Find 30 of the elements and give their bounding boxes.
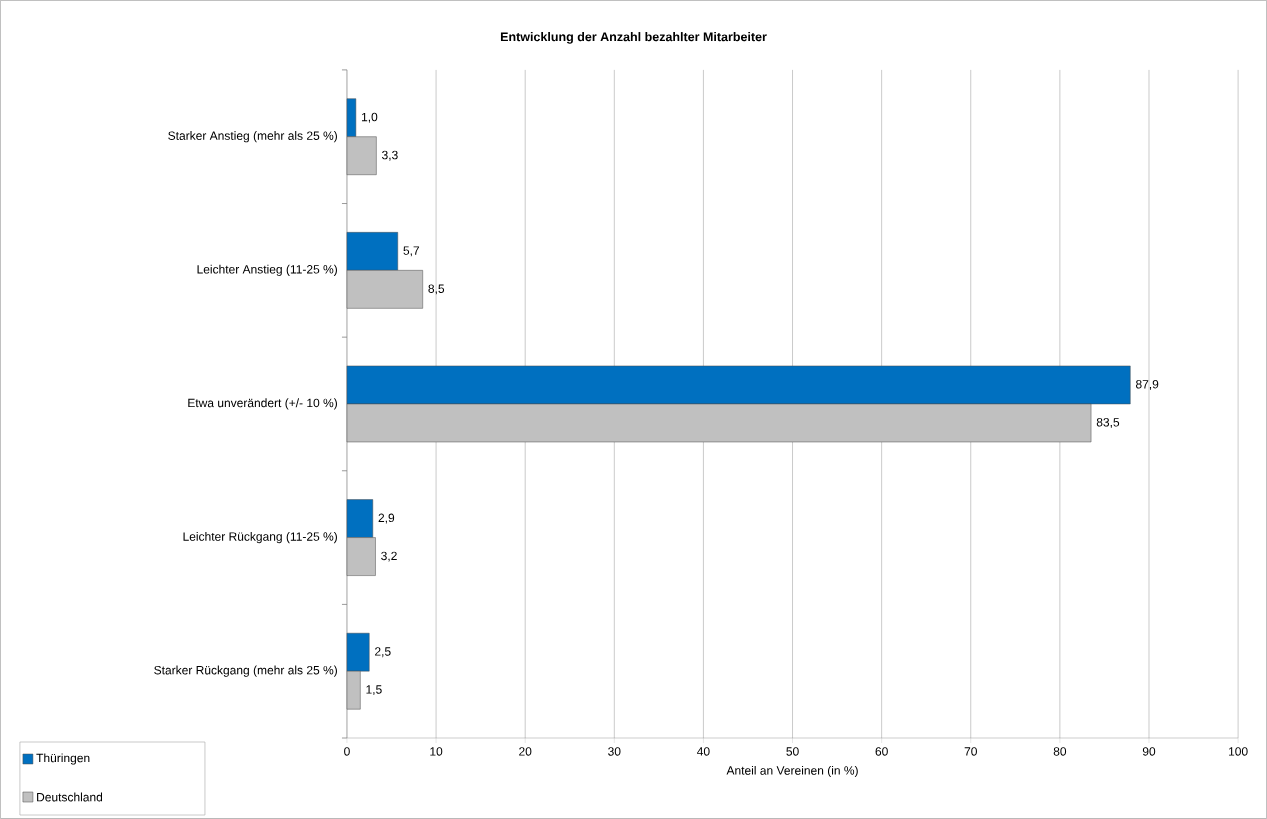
data-label: 1,5 <box>366 685 382 696</box>
x-tick-label: 90 <box>1142 747 1156 756</box>
data-label: 3,2 <box>381 551 397 562</box>
chart-title: Entwicklung der Anzahl bezahlter Mitarbeiter <box>500 32 767 44</box>
y-tick-label: Leichter Rückgang (11-25 %) <box>183 532 337 544</box>
x-tick-label: 80 <box>1053 747 1067 756</box>
y-tick-label: Starker Rückgang (mehr als 25 %) <box>154 665 337 677</box>
x-tick-label: 10 <box>430 747 443 756</box>
x-tick-label: 20 <box>519 747 532 756</box>
data-label: 2,9 <box>378 513 395 524</box>
legend-label: Thüringen <box>36 753 90 765</box>
x-tick-label: 30 <box>608 747 621 756</box>
data-label: 1,0 <box>361 112 378 123</box>
data-label: 3,3 <box>382 150 398 161</box>
data-label: 87,9 <box>1135 380 1159 390</box>
legend-label: Deutschland <box>37 792 103 802</box>
x-tick-label: 50 <box>786 747 799 756</box>
y-tick-label: Etwa unverändert (+/- 10 %) <box>188 398 337 410</box>
y-tick-label: Starker Anstieg (mehr als 25 %) <box>168 131 337 143</box>
x-axis-title: Anteil an Vereinen (in %) <box>726 765 858 778</box>
x-tick-label: 70 <box>964 747 977 756</box>
y-tick-label: Leichter Anstieg (11-25 %) <box>197 264 337 276</box>
data-label: 2,5 <box>375 647 391 658</box>
x-tick-label: 40 <box>697 747 710 756</box>
x-tick-label: 60 <box>875 747 888 756</box>
x-tick-label: 0 <box>344 747 350 756</box>
x-tick-label: 100 <box>1229 747 1248 756</box>
data-label: 83,5 <box>1096 418 1120 428</box>
data-label: 8,5 <box>428 284 445 295</box>
data-label: 5,7 <box>403 246 420 257</box>
